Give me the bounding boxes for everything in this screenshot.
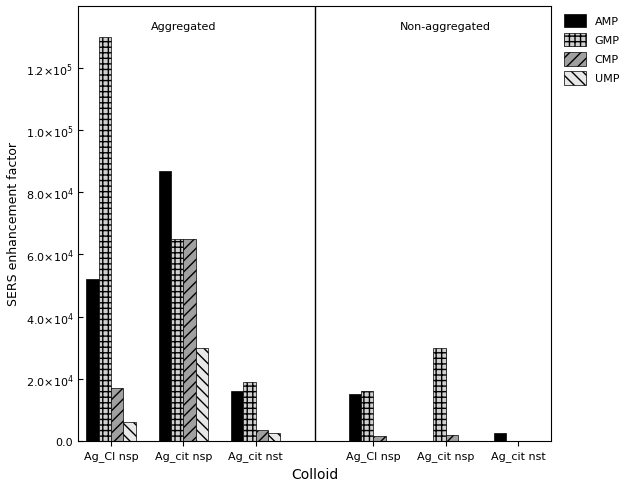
Bar xyxy=(268,433,281,441)
Y-axis label: SERS enhancement factor: SERS enhancement factor xyxy=(7,142,20,306)
Bar xyxy=(374,436,386,441)
Text: Non-aggregated: Non-aggregated xyxy=(400,22,491,32)
Bar xyxy=(446,435,458,441)
Bar xyxy=(433,348,446,441)
Bar xyxy=(123,423,136,441)
Bar xyxy=(99,38,111,441)
Bar xyxy=(159,171,171,441)
Bar xyxy=(184,240,196,441)
Bar xyxy=(231,391,243,441)
Legend: AMP, GMP, CMP, UMP: AMP, GMP, CMP, UMP xyxy=(561,13,622,88)
Bar xyxy=(243,382,256,441)
Bar xyxy=(171,240,184,441)
X-axis label: Colloid: Colloid xyxy=(291,467,338,481)
Bar xyxy=(348,394,361,441)
Bar xyxy=(86,280,99,441)
Bar xyxy=(196,348,208,441)
Text: Aggregated: Aggregated xyxy=(151,22,216,32)
Bar xyxy=(361,391,374,441)
Bar xyxy=(256,430,268,441)
Bar xyxy=(111,388,123,441)
Bar xyxy=(494,433,506,441)
